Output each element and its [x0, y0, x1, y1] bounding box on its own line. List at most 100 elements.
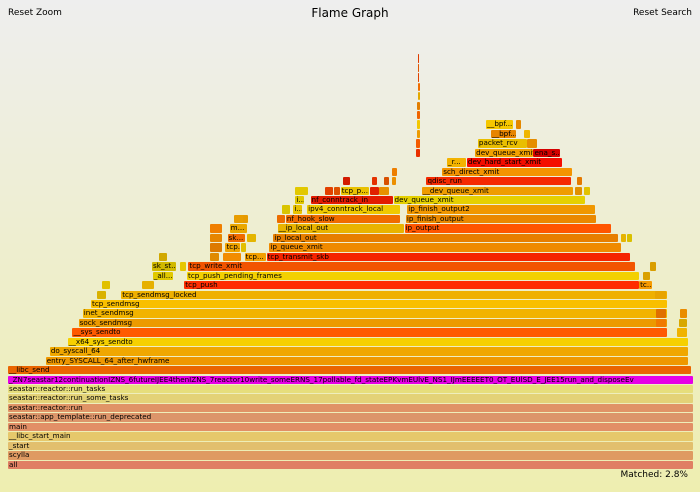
frame[interactable] [383, 177, 389, 186]
frame[interactable] [97, 290, 107, 299]
frame[interactable]: ip_finish_output2 [407, 205, 596, 214]
frame[interactable] [210, 233, 223, 243]
frame[interactable] [179, 262, 186, 271]
frame[interactable]: seastar::reactor::run [8, 403, 694, 413]
frame[interactable]: _ZN7seastar12continuationIZNS_6futureIJE… [8, 375, 694, 384]
frame[interactable] [416, 139, 421, 148]
frame[interactable]: __bpf... [486, 120, 513, 129]
frame[interactable] [416, 110, 420, 120]
frame[interactable]: __x64_sys_sendto [67, 337, 688, 347]
frame[interactable]: __libc_send [8, 366, 692, 375]
frame[interactable]: seastar::reactor::run_some_tasks [8, 394, 694, 403]
frame[interactable]: ena_s... [533, 148, 561, 158]
frame[interactable] [584, 186, 590, 195]
frame[interactable]: _all... [152, 271, 173, 280]
frame[interactable]: dev_queue_xmit... [475, 148, 533, 158]
frame[interactable]: __libc_start_main [8, 432, 694, 441]
frame[interactable]: sock_sendmsg [78, 318, 667, 328]
frame[interactable]: ip_queue_xmit [269, 243, 622, 252]
frame[interactable] [417, 54, 420, 63]
frame[interactable] [343, 177, 350, 186]
frame[interactable]: tcp_p... [340, 186, 369, 195]
frame[interactable]: _start [8, 441, 694, 451]
frame[interactable] [101, 281, 110, 290]
frame[interactable] [654, 290, 666, 299]
frame[interactable] [392, 167, 398, 177]
frame[interactable]: __dev_queue_xmit [421, 186, 574, 195]
frame[interactable]: tcp_sendmsg [91, 299, 667, 309]
frame[interactable] [379, 186, 389, 195]
frame[interactable] [523, 129, 531, 139]
frame[interactable] [324, 186, 333, 195]
frame[interactable] [516, 120, 521, 129]
frame[interactable]: __bpf... [490, 129, 516, 139]
frame[interactable]: main [8, 422, 694, 432]
frame[interactable]: sk... [227, 233, 246, 243]
frame[interactable] [416, 101, 420, 110]
frame[interactable] [620, 233, 627, 243]
frame[interactable]: tcp_transmit_skb [266, 252, 631, 262]
frame-root[interactable]: all [8, 460, 694, 469]
frame[interactable] [680, 309, 687, 318]
frame[interactable]: m... [229, 224, 247, 233]
frame[interactable]: tcp... [225, 243, 240, 252]
frame[interactable]: _r... [447, 158, 467, 167]
frame[interactable]: dev_hard_start_xmit [466, 158, 562, 167]
frame[interactable]: ip_finish_output [405, 214, 596, 224]
frame[interactable] [678, 318, 687, 328]
frame[interactable]: tcp... [244, 252, 266, 262]
frame[interactable]: entry_SYSCALL_64_after_hwframe [45, 356, 688, 366]
frame[interactable] [416, 148, 421, 158]
frame[interactable]: inet_sendmsg [82, 309, 667, 318]
frame[interactable] [281, 205, 291, 214]
frame[interactable]: tcp_sendmsg_locked [121, 290, 667, 299]
frame[interactable]: sk_st... [152, 262, 177, 271]
frame[interactable] [642, 271, 651, 280]
frame[interactable]: scylla [8, 451, 694, 460]
frame[interactable] [416, 120, 420, 129]
frame[interactable] [242, 214, 249, 224]
frame[interactable] [676, 328, 687, 337]
frame[interactable] [417, 63, 420, 73]
frame[interactable] [276, 214, 285, 224]
frame[interactable]: tcp_write_xmit [188, 262, 636, 271]
reset-search-button[interactable]: Reset Search [633, 8, 692, 18]
frame[interactable]: tc... [639, 281, 653, 290]
frame[interactable]: packet_rcv [477, 139, 527, 148]
frame[interactable]: ipv4_conntrack_local [307, 205, 401, 214]
frame[interactable] [294, 186, 308, 195]
frame[interactable]: nf_hook_slow [285, 214, 400, 224]
frame[interactable] [416, 129, 420, 139]
frame[interactable] [142, 281, 155, 290]
frame[interactable]: qdisc_run [426, 177, 572, 186]
frame[interactable] [371, 177, 378, 186]
frame[interactable] [223, 252, 241, 262]
frame[interactable] [392, 177, 396, 186]
frame[interactable] [333, 186, 341, 195]
frame[interactable]: ip_local_out [273, 233, 618, 243]
frame[interactable]: seastar::reactor::run_tasks [8, 385, 694, 394]
frame[interactable]: __ip_local_out [277, 224, 404, 233]
frame[interactable] [656, 318, 666, 328]
frame[interactable] [417, 73, 420, 82]
frame[interactable] [650, 262, 656, 271]
frame[interactable] [527, 139, 537, 148]
frame[interactable] [417, 92, 420, 101]
frame[interactable] [209, 252, 219, 262]
frame[interactable]: tcp_push_pending_frames [187, 271, 639, 280]
frame[interactable]: tcp_push [184, 281, 639, 290]
frame[interactable]: i... [295, 196, 304, 205]
frame[interactable]: ip_output [404, 224, 612, 233]
frame[interactable] [656, 309, 666, 318]
frame[interactable] [240, 243, 247, 252]
frame[interactable]: dev_queue_xmit [393, 196, 585, 205]
frame[interactable] [247, 233, 257, 243]
frame[interactable]: __sys_sendto [72, 328, 667, 337]
frame[interactable]: seastar::app_template::run_deprecated [8, 413, 694, 422]
frame[interactable] [576, 177, 583, 186]
frame[interactable]: sch_direct_xmit [442, 167, 572, 177]
frame[interactable] [417, 82, 420, 91]
frame[interactable]: i... [293, 205, 303, 214]
frame[interactable] [626, 233, 633, 243]
frame[interactable] [158, 252, 167, 262]
